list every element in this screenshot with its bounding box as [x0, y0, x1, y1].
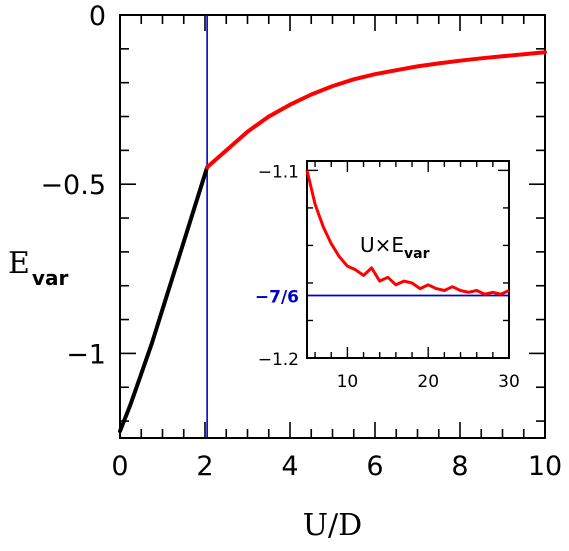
inset-series-line [305, 170, 510, 296]
inset-title: U×Evar [360, 233, 430, 262]
x-tick-label: 2 [196, 451, 213, 482]
inset-y-tick-label: −1.1 [258, 162, 299, 182]
main-plot: 0 2 4 6 8 10 0 −0.5 −1 U/D E var [8, 1, 562, 543]
y-tick-label: −1 [66, 339, 106, 370]
y-tick-label: −0.5 [40, 170, 106, 201]
x-tick-label: 4 [281, 451, 298, 482]
x-tick-label: 8 [451, 451, 468, 482]
x-tick-label: 10 [528, 451, 562, 482]
inset-plot: 10 20 30 −1.1 −1.2 −7/6 U×Evar [255, 160, 520, 392]
series-line-red [205, 50, 547, 170]
x-axis-label: U/D [303, 508, 362, 543]
x-tick-label: 6 [366, 451, 383, 482]
inset-x-tick-label: 30 [498, 372, 520, 392]
inset-x-tick-label: 20 [417, 372, 439, 392]
inset-y-tick-label: −1.2 [258, 350, 299, 370]
inset-x-tick-label: 10 [337, 372, 359, 392]
x-tick-label: 0 [111, 451, 128, 482]
y-tick-label: 0 [89, 1, 106, 32]
reference-line-label: −7/6 [255, 288, 299, 308]
series-line-black [118, 165, 210, 434]
